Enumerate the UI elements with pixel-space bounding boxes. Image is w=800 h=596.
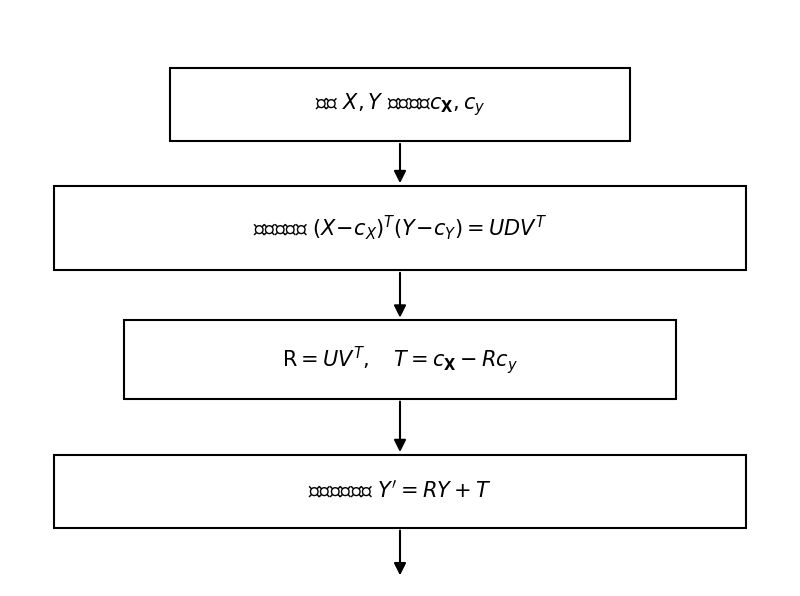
Text: 奇异值分解 $(X\!-\!c_{X})^{T}(Y\!-\!c_{Y})=UDV^{T}$: 奇异值分解 $(X\!-\!c_{X})^{T}(Y\!-\!c_{Y})=UD… <box>253 213 547 243</box>
Text: 配准后的矩阵 $Y^{\prime}=RY+T$: 配准后的矩阵 $Y^{\prime}=RY+T$ <box>308 480 492 502</box>
Text: 矩阵 $X,Y$ 的中心值$c_{\mathbf{X}},c_{y}$: 矩阵 $X,Y$ 的中心值$c_{\mathbf{X}},c_{y}$ <box>314 91 486 118</box>
FancyBboxPatch shape <box>54 455 746 527</box>
Text: $\mathrm{R}=UV^{T},\quad T=c_{\mathbf{X}}-Rc_{y}$: $\mathrm{R}=UV^{T},\quad T=c_{\mathbf{X}… <box>282 344 518 375</box>
FancyBboxPatch shape <box>170 69 630 141</box>
FancyBboxPatch shape <box>123 321 677 399</box>
FancyBboxPatch shape <box>54 186 746 270</box>
